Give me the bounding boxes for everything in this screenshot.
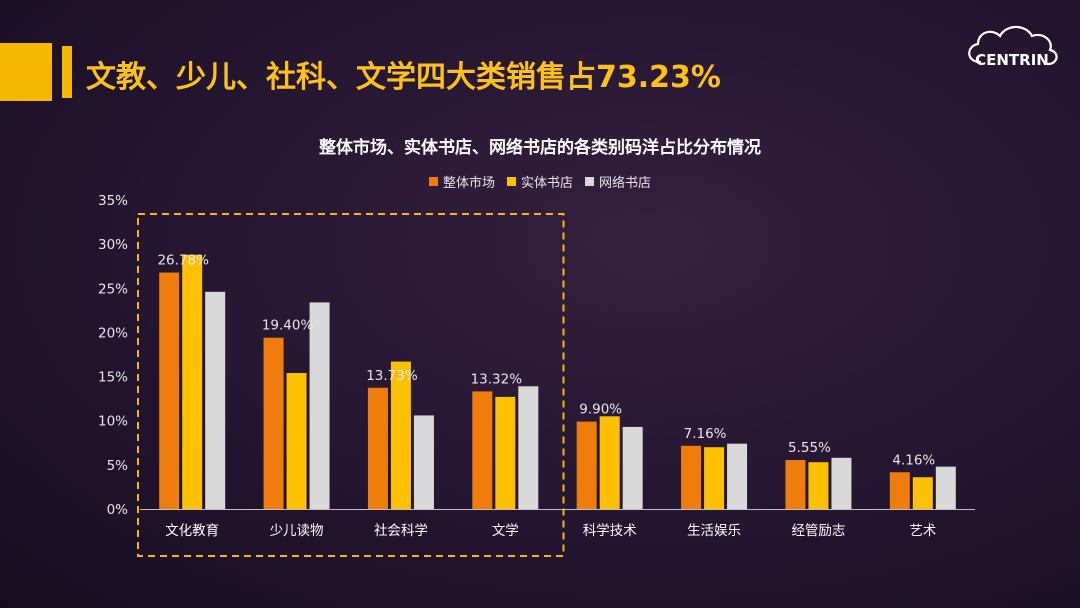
legend-swatch-physical [506, 177, 516, 186]
x-category-label: 经管励志 [791, 523, 845, 539]
bar-overall [159, 272, 180, 509]
bar-overall [576, 421, 597, 509]
legend-swatch-online [585, 177, 594, 186]
bar-online [309, 302, 330, 509]
y-tick-label: 30% [98, 237, 128, 253]
bar-online [935, 466, 956, 509]
x-category-label: 生活娱乐 [687, 523, 741, 539]
bar-physical [704, 447, 725, 509]
bar-overall [472, 391, 493, 509]
y-tick-label: 0% [107, 502, 129, 518]
legend-label-overall: 整体市场 [442, 176, 495, 191]
bar-overall [681, 445, 702, 509]
bar-online [622, 426, 643, 509]
chart-legend: 整体市场 实体书店 网络书店 [0, 172, 1080, 191]
bar-physical [390, 361, 411, 509]
bar-online [205, 291, 226, 509]
bar-online [831, 457, 852, 509]
data-label: 7.16% [684, 426, 727, 442]
data-label: 26.78% [157, 253, 209, 269]
legend-label-physical: 实体书店 [520, 176, 573, 191]
title-accent-block [0, 43, 52, 101]
bar-physical [599, 416, 620, 509]
x-category-label: 文化教育 [165, 523, 219, 539]
data-label: 4.16% [892, 452, 935, 468]
bar-overall [785, 460, 806, 509]
legend-item-physical: 实体书店 [506, 172, 573, 191]
x-category-label: 少儿读物 [270, 523, 324, 539]
legend-swatch-overall [428, 177, 438, 186]
data-label: 9.90% [579, 402, 622, 418]
page-headline: 文教、少儿、社科、文学四大类销售占73.23% [86, 60, 721, 95]
y-tick-label: 20% [98, 325, 128, 341]
data-label: 19.40% [262, 318, 314, 334]
x-category-label: 科学技术 [583, 523, 637, 539]
y-tick-label: 5% [107, 458, 129, 474]
data-label: 5.55% [788, 440, 831, 456]
centrin-logo: CENTRIN [968, 25, 1058, 69]
y-tick-label: 35% [98, 193, 128, 209]
bar-overall [889, 472, 910, 509]
logo-text: CENTRIN [975, 51, 1049, 69]
bar-online [518, 386, 539, 509]
x-category-label: 社会科学 [374, 523, 428, 539]
y-tick-label: 15% [98, 370, 128, 386]
chart-title: 整体市场、实体书店、网络书店的各类别码洋占比分布情况 [319, 138, 761, 158]
data-label: 13.32% [471, 371, 523, 387]
bar-online [727, 443, 748, 509]
bar-physical [808, 462, 829, 509]
legend-item-online: 网络书店 [585, 172, 651, 191]
y-tick-label: 10% [98, 414, 128, 430]
title-accent-bar [62, 46, 72, 98]
bar-physical [495, 396, 516, 509]
y-tick-label: 25% [98, 281, 128, 297]
bar-physical [182, 254, 203, 509]
data-label: 13.73% [366, 368, 418, 384]
legend-label-online: 网络书店 [599, 176, 652, 191]
bar-overall [367, 387, 388, 509]
bar-physical [286, 373, 307, 509]
bar-physical [912, 477, 933, 509]
x-category-label: 文学 [492, 523, 519, 539]
bar-overall [263, 337, 284, 509]
bar-online [413, 415, 434, 509]
x-category-label: 艺术 [909, 523, 936, 539]
legend-item-overall: 整体市场 [428, 172, 495, 191]
